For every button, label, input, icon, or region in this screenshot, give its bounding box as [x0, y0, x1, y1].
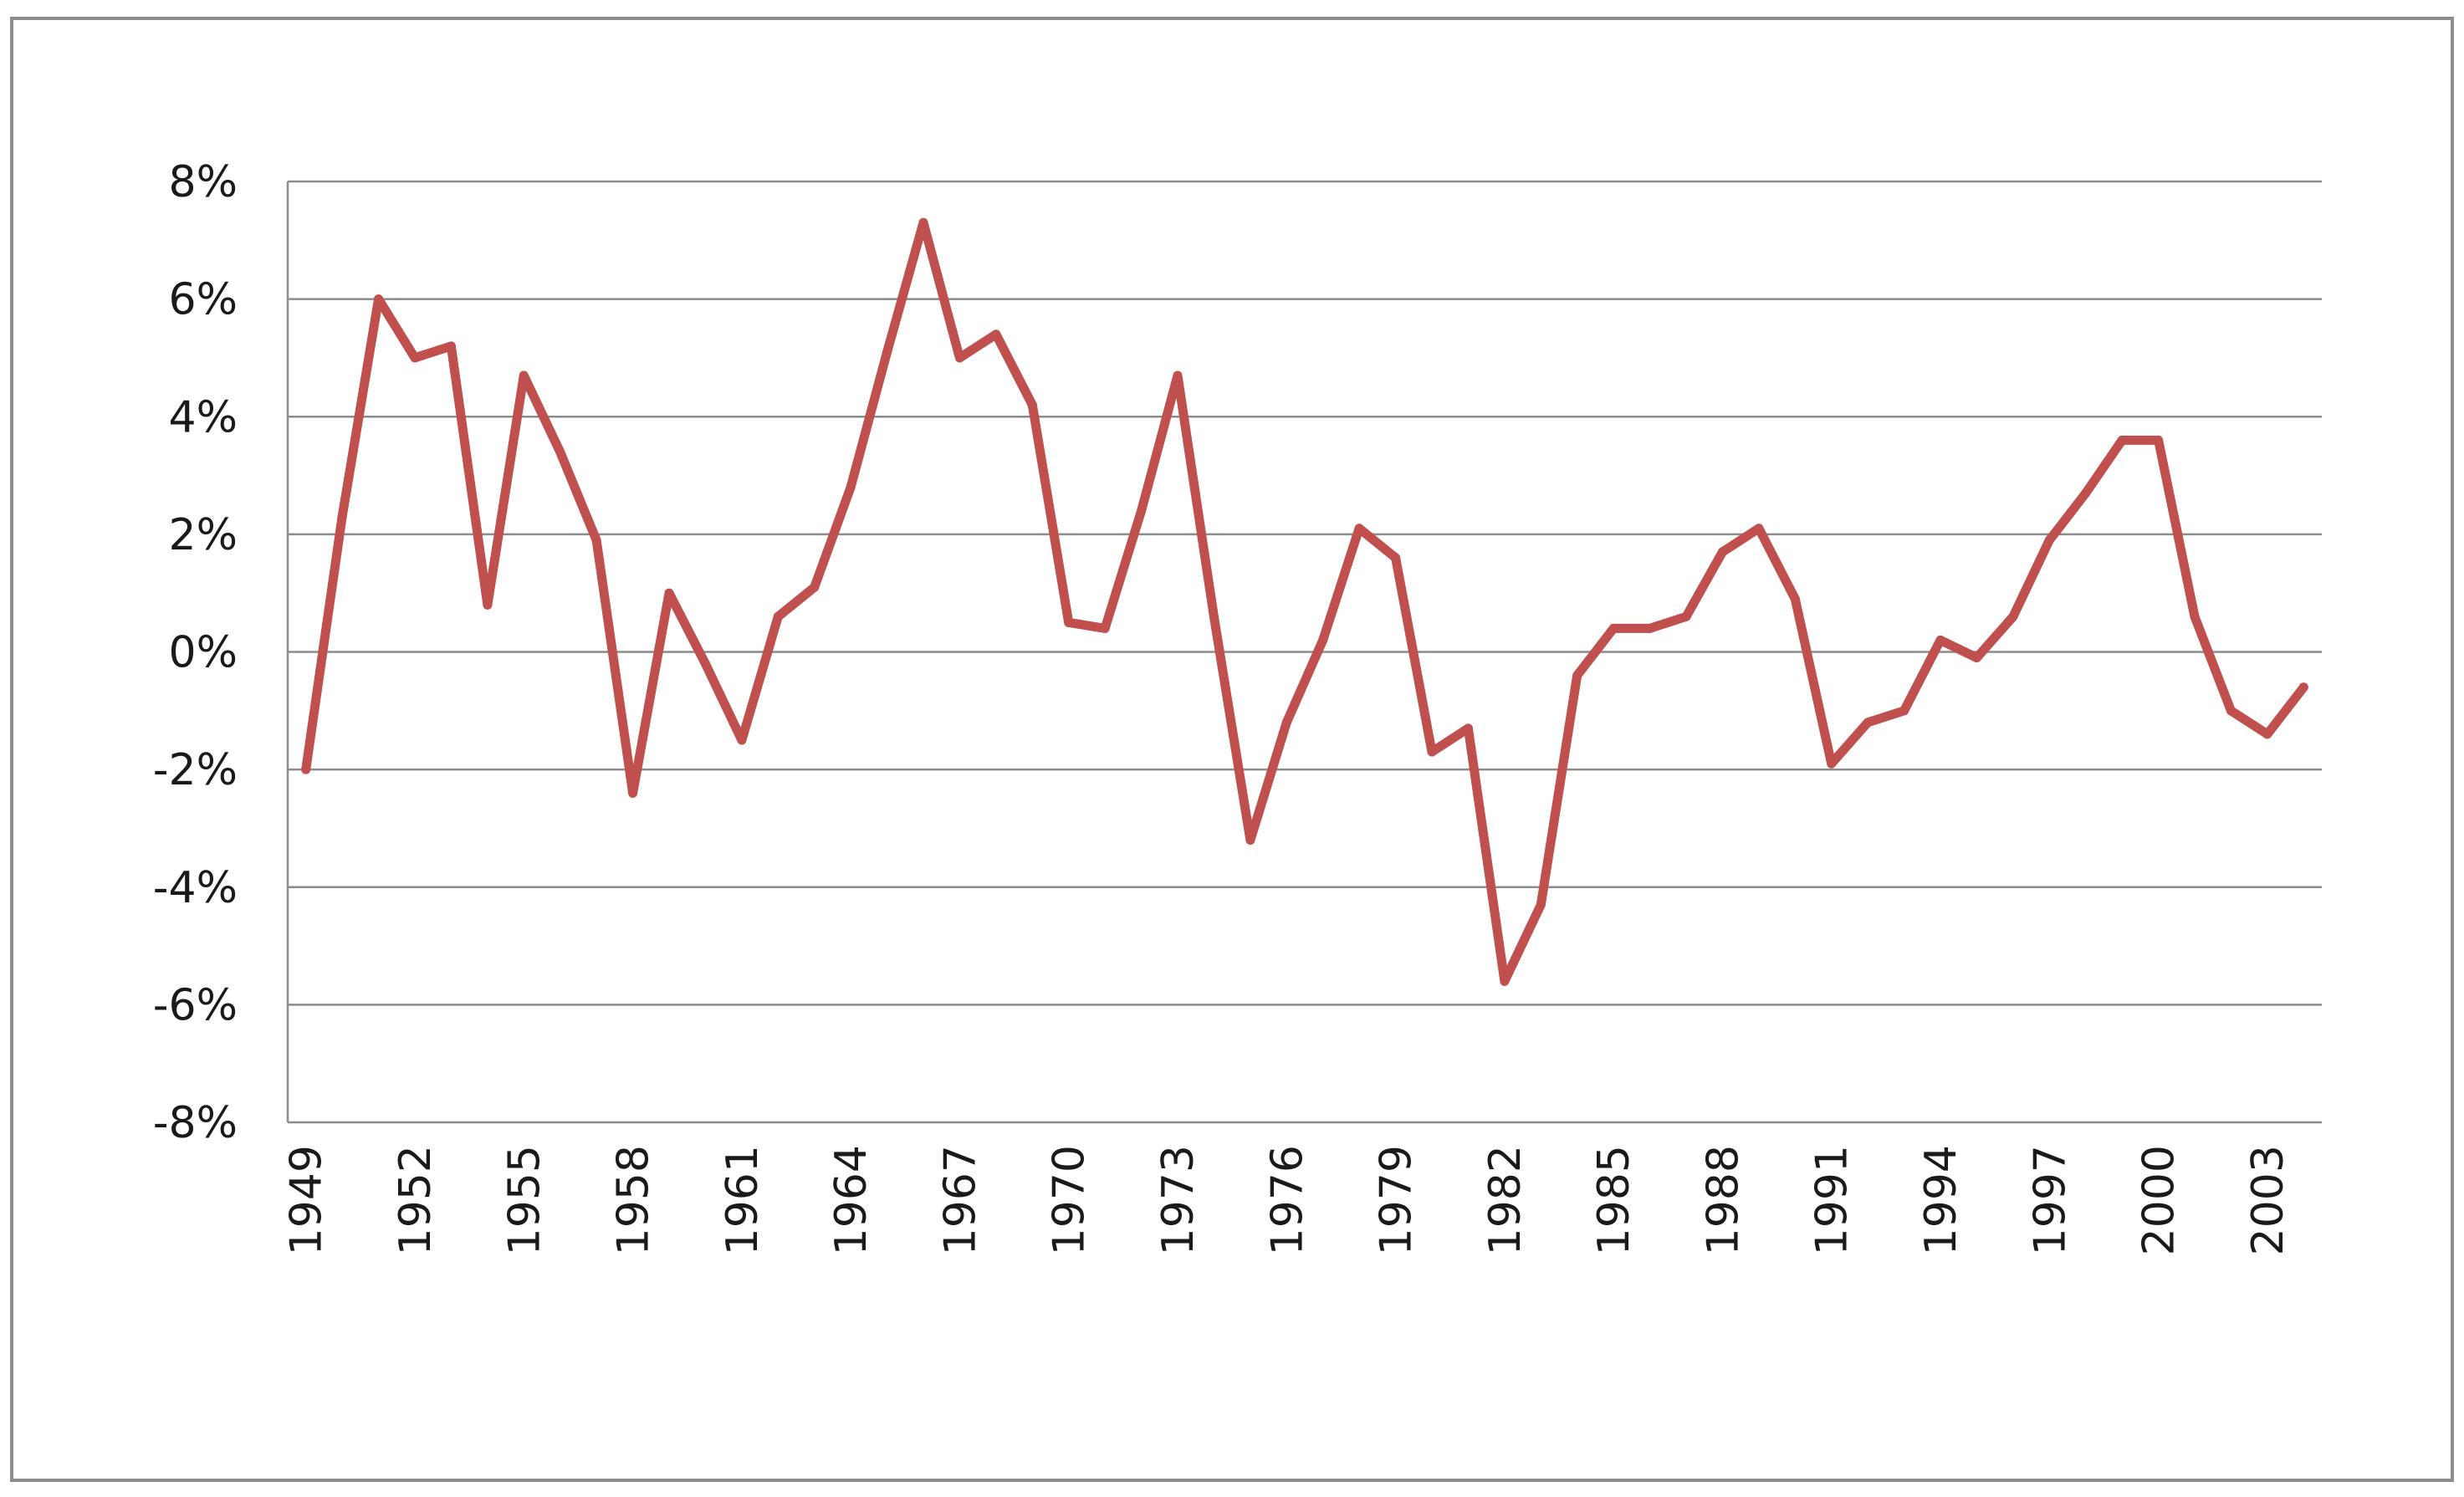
series-layer — [301, 217, 2308, 986]
data-point — [1971, 653, 1981, 662]
data-point — [2298, 682, 2308, 692]
y-tick-label: 2% — [169, 510, 238, 560]
data-point — [2117, 435, 2127, 445]
x-tick-label: 1979 — [1372, 1145, 1422, 1255]
data-point — [591, 535, 601, 545]
line-chart: 8%6%4%2%0%-2%-4%-6%-8% 1949 1952 1955 1958 1… — [153, 157, 2322, 1255]
data-point — [1754, 524, 1764, 534]
data-point — [1863, 718, 1873, 728]
x-tick-label: 1994 — [1916, 1145, 1966, 1255]
series-line — [301, 217, 2308, 986]
data-point — [1209, 611, 1219, 621]
data-point — [1027, 400, 1037, 410]
data-point — [991, 330, 1001, 340]
data-point — [1427, 747, 1437, 757]
data-point — [810, 582, 820, 592]
data-point — [555, 447, 565, 457]
data-point — [1137, 506, 1147, 516]
data-point — [374, 294, 384, 304]
data-point — [954, 353, 964, 363]
data-point — [1064, 617, 1074, 627]
y-tick-label: 0% — [169, 628, 238, 678]
y-tick-label: -8% — [153, 1098, 238, 1148]
x-tick-label: 1976 — [1262, 1145, 1312, 1255]
data-point — [1608, 623, 1618, 633]
data-point — [1645, 623, 1655, 633]
x-tick-label: 1961 — [718, 1145, 768, 1255]
data-point — [483, 600, 493, 610]
data-point — [1500, 976, 1510, 986]
data-point — [1899, 706, 1909, 716]
data-point — [1354, 524, 1364, 534]
data-point — [1100, 623, 1110, 633]
x-tick-label: 1970 — [1045, 1145, 1095, 1255]
x-tick-label: 1982 — [1480, 1145, 1531, 1255]
x-tick-label: 1958 — [609, 1145, 659, 1255]
data-point — [2262, 729, 2272, 739]
data-point — [2008, 611, 2018, 621]
data-point — [1391, 553, 1401, 563]
data-point — [1281, 718, 1291, 728]
x-tick-label: 1997 — [2025, 1145, 2075, 1255]
data-point — [2154, 435, 2164, 445]
x-tick-label: 1955 — [499, 1145, 550, 1255]
x-tick-label: 1988 — [1698, 1145, 1748, 1255]
data-point — [1827, 759, 1837, 769]
data-point — [1790, 594, 1800, 604]
x-tick-label: 1964 — [826, 1145, 877, 1255]
data-point — [1245, 835, 1255, 845]
y-tick-label: -2% — [153, 745, 238, 795]
x-tick-label: 1949 — [282, 1145, 332, 1255]
x-tick-label: 2003 — [2243, 1145, 2293, 1255]
y-tick-label: -6% — [153, 980, 238, 1030]
x-tick-label: 1952 — [391, 1145, 441, 1255]
data-point — [1318, 635, 1328, 645]
data-point — [2226, 706, 2236, 716]
data-point — [1681, 611, 1691, 621]
y-axis-tick-labels: 8% 6% 4% 2% 0% -2% -4% -6% -8% — [153, 157, 238, 1148]
y-tick-label: 6% — [169, 275, 238, 325]
y-tick-label: 4% — [169, 392, 238, 442]
data-point — [2190, 611, 2200, 621]
x-axis-tick-labels: 1949 1952 1955 1958 1961 1964 1967 1970 1973 1976… — [282, 1145, 2293, 1255]
data-point — [628, 788, 638, 798]
data-point — [664, 588, 674, 598]
data-point — [882, 347, 892, 357]
data-point — [1173, 370, 1183, 381]
data-point — [1572, 671, 1582, 681]
data-point — [700, 659, 710, 669]
gridlines — [288, 180, 2322, 1124]
data-point — [737, 735, 747, 745]
x-tick-label: 1985 — [1589, 1145, 1639, 1255]
data-point — [446, 341, 456, 351]
y-tick-label: -4% — [153, 863, 238, 913]
x-tick-label: 1967 — [935, 1145, 985, 1255]
data-point — [1536, 900, 1546, 910]
data-point — [1717, 547, 1727, 557]
chart-frame: 8% 6% 4% 2% 0% -2% -4% -6% -8% 1949 1952 1955 1958 1… — [10, 17, 2454, 1482]
data-point — [337, 512, 347, 522]
data-point — [1463, 723, 1473, 733]
x-tick-label: 1991 — [1807, 1145, 1858, 1255]
data-point — [918, 217, 928, 227]
data-point — [410, 353, 420, 363]
data-point — [2081, 488, 2091, 498]
data-point — [846, 483, 856, 493]
y-tick-label: 8% — [169, 157, 238, 207]
data-point — [519, 370, 529, 381]
data-point — [773, 611, 783, 621]
data-point — [1935, 635, 1945, 645]
data-point — [301, 764, 311, 774]
data-point — [2044, 535, 2054, 545]
x-tick-label: 2000 — [2134, 1145, 2185, 1255]
x-tick-label: 1973 — [1153, 1145, 1204, 1255]
